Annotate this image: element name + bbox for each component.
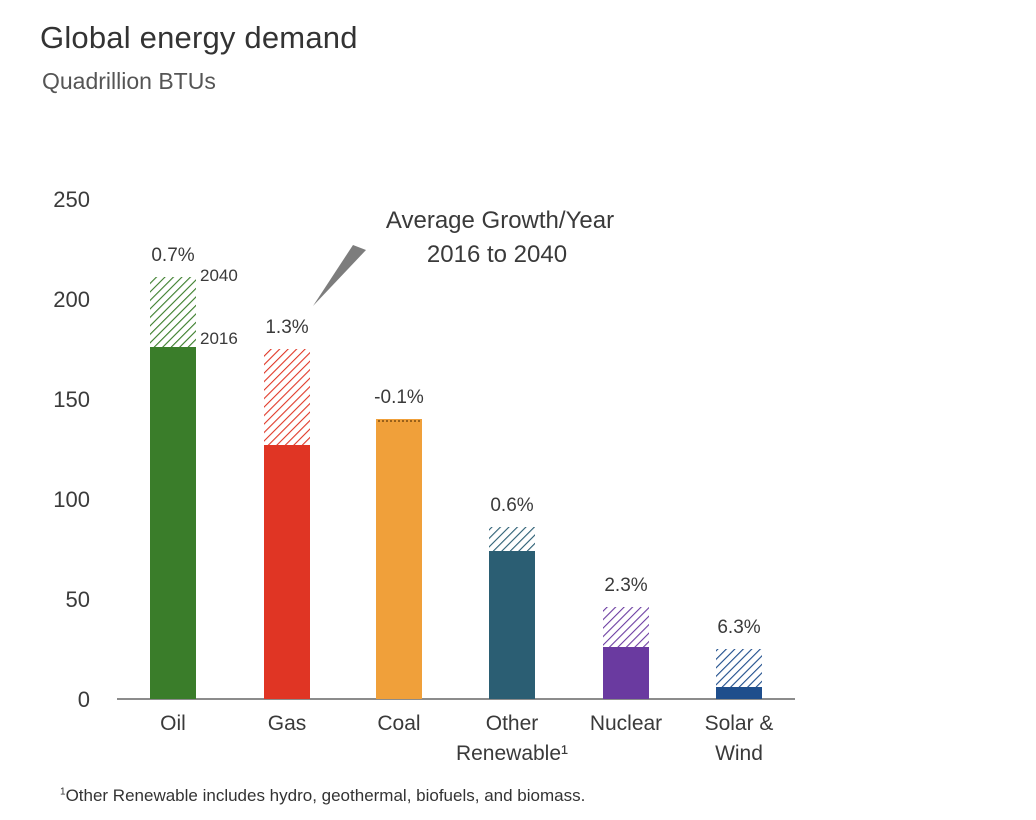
bar-2040-hatch [150, 277, 196, 347]
growth-label: -0.1% [374, 387, 424, 408]
x-tick-label: Coal [377, 712, 420, 735]
x-tick-label: Gas [268, 712, 307, 735]
y-tick-label: 250 [53, 187, 90, 212]
x-tick-label: Renewable¹ [456, 742, 568, 765]
bar-chart: 0 50 100 150 200 250 0.7% Oil 1.3% Gas -0.1% Coal 0.… [53, 187, 795, 765]
callout-line-2: 2016 to 2040 [427, 241, 567, 268]
growth-label: 6.3% [717, 617, 760, 638]
y-tick-label: 150 [53, 387, 90, 412]
y-tick-label: 0 [78, 687, 90, 712]
y-tick-label: 200 [53, 287, 90, 312]
year-label-2016: 2016 [200, 329, 238, 348]
growth-label: 2.3% [604, 575, 647, 596]
bar-2016 [489, 551, 535, 699]
bar-2016 [150, 347, 196, 699]
bar-2016 [376, 419, 422, 699]
bar-2016 [603, 647, 649, 699]
bar-2040-hatch [603, 607, 649, 647]
bar-2040-hatch [489, 527, 535, 551]
year-label-2040: 2040 [200, 266, 238, 285]
bar-2016 [264, 445, 310, 699]
bar-2040-hatch [716, 649, 762, 687]
chart-subtitle: Quadrillion BTUs [42, 68, 216, 94]
chart-title: Global energy demand [40, 20, 358, 55]
y-tick-label: 100 [53, 487, 90, 512]
x-tick-label: Wind [715, 742, 763, 765]
bar-2016 [716, 687, 762, 699]
x-tick-label: Oil [160, 712, 186, 735]
footnote-mark: 1 [60, 786, 66, 798]
growth-label: 1.3% [265, 317, 308, 338]
x-tick-label: Nuclear [590, 712, 662, 735]
y-tick-label: 50 [66, 587, 90, 612]
x-tick-label: Solar & [705, 712, 774, 735]
bar-2040-hatch [264, 349, 310, 445]
growth-label: 0.6% [490, 495, 533, 516]
callout-pointer [313, 245, 366, 306]
growth-label: 0.7% [151, 245, 194, 266]
callout-line-1: Average Growth/Year [386, 207, 614, 234]
footnote: 1Other Renewable includes hydro, geother… [60, 786, 585, 806]
footnote-text: Other Renewable includes hydro, geotherm… [65, 786, 586, 805]
x-tick-label: Other [486, 712, 539, 735]
